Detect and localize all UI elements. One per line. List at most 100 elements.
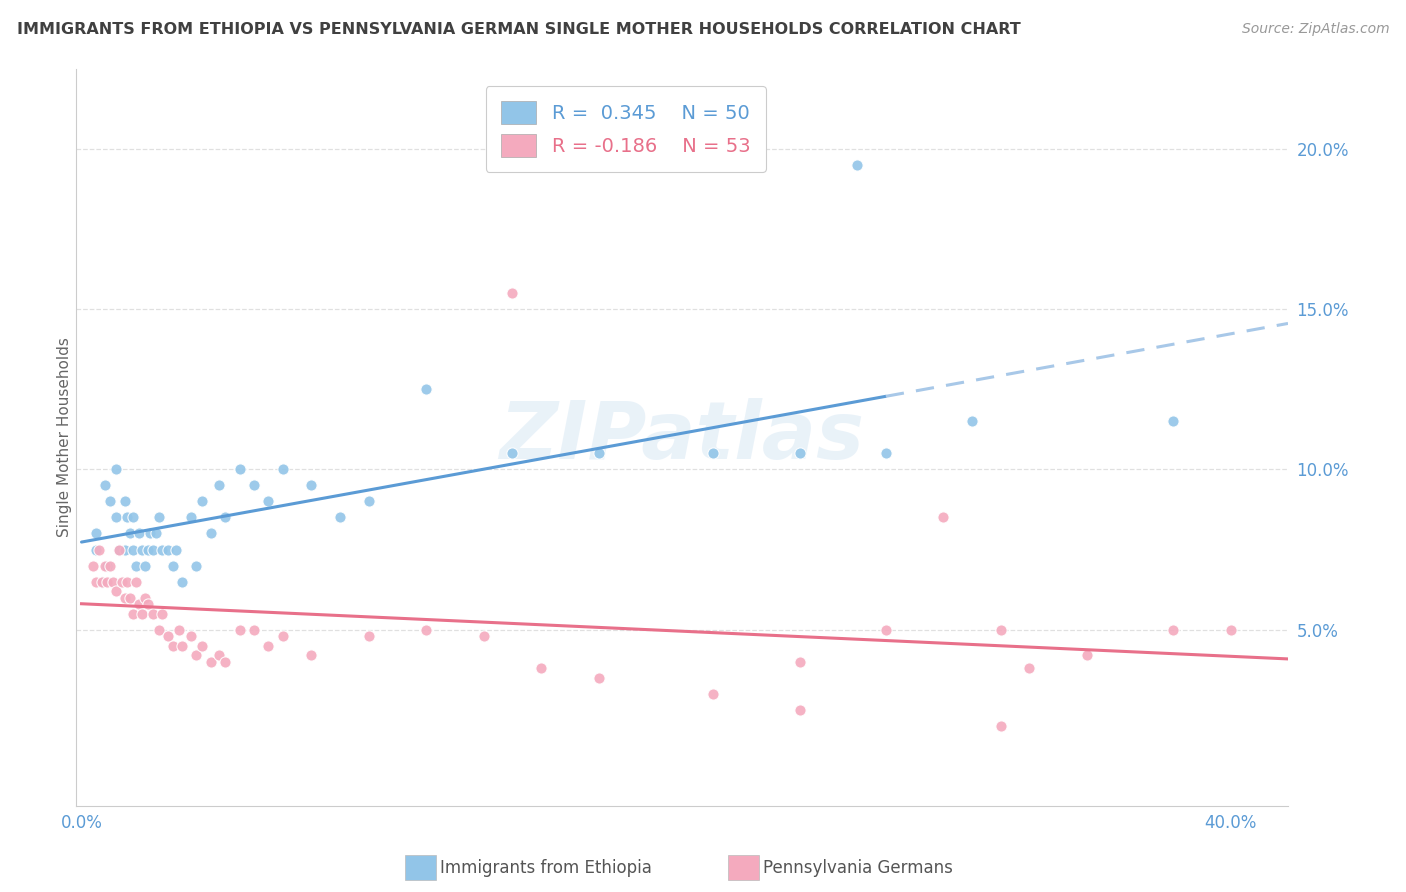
Point [271,629,294,643]
Point [875,446,897,460]
Point [122,607,145,621]
Point [530,661,553,675]
Point [145,526,167,541]
Point [191,494,214,508]
Point [96,574,118,589]
Point [82,558,104,573]
Point [170,574,193,589]
Point [243,623,266,637]
Point [472,629,495,643]
Point [501,446,523,460]
Point [191,639,214,653]
Point [148,510,170,524]
Point [180,629,202,643]
Point [84,542,107,557]
Point [105,510,128,524]
Point [257,639,280,653]
Point [128,597,150,611]
Text: IMMIGRANTS FROM ETHIOPIA VS PENNSYLVANIA GERMAN SINGLE MOTHER HOUSEHOLDS CORRELA: IMMIGRANTS FROM ETHIOPIA VS PENNSYLVANIA… [17,22,1021,37]
Point [108,542,131,557]
Point [96,558,118,573]
Point [122,542,145,557]
Point [136,542,159,557]
Point [128,526,150,541]
Point [90,574,112,589]
Point [114,542,136,557]
Point [271,462,294,476]
Point [932,510,955,524]
Point [214,510,236,524]
Point [162,558,184,573]
Point [588,671,610,685]
Point [87,542,110,557]
Point [125,558,148,573]
Point [1219,623,1241,637]
Point [167,623,190,637]
Point [588,446,610,460]
Point [960,414,983,428]
Point [299,478,322,492]
Point [111,574,134,589]
Point [131,542,153,557]
Point [139,526,162,541]
Point [200,655,222,669]
Point [165,542,187,557]
Point [122,510,145,524]
Point [125,574,148,589]
Point [702,446,724,460]
Point [789,446,811,460]
Point [117,574,139,589]
Point [186,558,208,573]
Text: Source: ZipAtlas.com: Source: ZipAtlas.com [1241,22,1389,37]
Point [501,285,523,300]
Point [1076,648,1098,663]
Point [156,542,179,557]
Point [228,462,250,476]
Point [208,648,231,663]
Point [1018,661,1040,675]
Point [789,655,811,669]
Point [114,591,136,605]
Point [142,607,165,621]
Point [84,526,107,541]
Point [990,623,1012,637]
Point [415,382,437,396]
Point [1161,414,1184,428]
Point [150,607,173,621]
Point [93,558,115,573]
Point [114,494,136,508]
Point [875,623,897,637]
Point [120,591,142,605]
Point [357,629,380,643]
Point [299,648,322,663]
Point [134,591,156,605]
Point [120,526,142,541]
Point [148,623,170,637]
Point [180,510,202,524]
Point [134,558,156,573]
Point [136,597,159,611]
Point [329,510,352,524]
Point [98,494,121,508]
Text: ZIPatlas: ZIPatlas [499,399,865,476]
Point [186,648,208,663]
Point [162,639,184,653]
Point [243,478,266,492]
Y-axis label: Single Mother Households: Single Mother Households [58,337,72,537]
Point [93,478,115,492]
Point [105,462,128,476]
Point [156,629,179,643]
Point [789,703,811,717]
Legend: R =  0.345    N = 50, R = -0.186    N = 53: R = 0.345 N = 50, R = -0.186 N = 53 [485,86,766,172]
Point [228,623,250,637]
Point [208,478,231,492]
Point [142,542,165,557]
Point [98,558,121,573]
Text: Pennsylvania Germans: Pennsylvania Germans [763,859,953,877]
Point [200,526,222,541]
Point [1161,623,1184,637]
Point [415,623,437,637]
Point [90,574,112,589]
Point [117,510,139,524]
Text: Immigrants from Ethiopia: Immigrants from Ethiopia [440,859,652,877]
